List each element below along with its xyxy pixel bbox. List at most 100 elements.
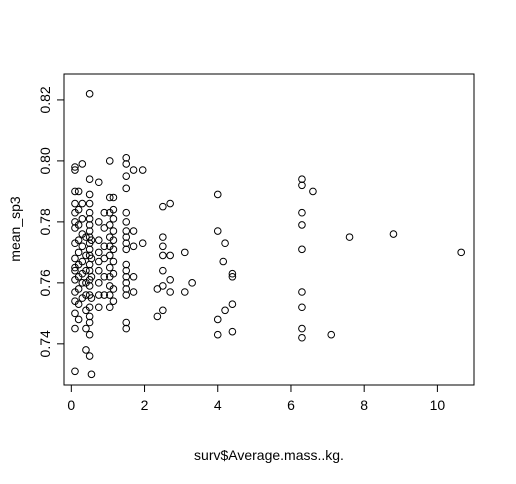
data-point xyxy=(85,175,94,183)
x-tick-label: 10 xyxy=(430,397,446,413)
data-point xyxy=(109,245,118,254)
data-point xyxy=(100,291,109,299)
data-point xyxy=(122,160,131,168)
data-point xyxy=(78,279,87,287)
data-point xyxy=(228,272,237,281)
y-axis-title: mean_sp3 xyxy=(7,196,23,262)
data-point xyxy=(159,282,167,290)
data-point xyxy=(457,248,465,257)
x-tick-label: 6 xyxy=(287,397,295,413)
data-point xyxy=(74,187,83,196)
data-point xyxy=(105,193,114,202)
data-point xyxy=(94,218,103,226)
data-point xyxy=(122,233,131,241)
data-point xyxy=(122,324,131,333)
data-point xyxy=(345,233,354,241)
data-point xyxy=(122,291,131,299)
data-point xyxy=(109,205,118,214)
data-point xyxy=(94,303,103,312)
data-point xyxy=(129,272,138,281)
data-point xyxy=(159,251,167,260)
data-point xyxy=(109,236,118,244)
data-point xyxy=(94,248,103,257)
data-point xyxy=(181,288,189,296)
data-point xyxy=(71,166,79,174)
data-point xyxy=(327,330,336,339)
data-point xyxy=(82,324,90,333)
data-point xyxy=(85,190,94,199)
data-point xyxy=(74,221,83,229)
data-point xyxy=(166,288,174,296)
data-point xyxy=(159,266,167,275)
data-point xyxy=(389,230,398,238)
y-tick-label: 0.82 xyxy=(37,86,53,113)
y-tick-label: 0.80 xyxy=(37,147,53,174)
data-point xyxy=(78,160,87,168)
data-point xyxy=(298,303,306,312)
data-point xyxy=(94,236,103,244)
data-point xyxy=(188,279,196,287)
x-axis: 0 2 4 6 8 10 xyxy=(67,384,446,413)
data-point xyxy=(298,221,306,229)
data-point xyxy=(298,181,306,190)
data-point xyxy=(159,242,167,251)
data-point xyxy=(94,178,103,187)
data-point xyxy=(309,187,317,196)
y-tick-label: 0.78 xyxy=(37,208,53,235)
data-point xyxy=(122,218,131,226)
data-point xyxy=(105,303,114,312)
data-point xyxy=(71,367,79,376)
data-point xyxy=(109,193,118,202)
data-point xyxy=(213,227,222,235)
data-point xyxy=(298,245,306,254)
data-point xyxy=(74,236,83,244)
data-point xyxy=(109,285,118,293)
data-point xyxy=(122,318,131,327)
data-point xyxy=(228,300,237,309)
data-point xyxy=(78,199,87,208)
x-tick-label: 2 xyxy=(141,397,149,413)
data-point xyxy=(166,199,174,208)
data-point xyxy=(100,242,109,251)
data-point xyxy=(298,324,306,333)
data-point xyxy=(122,208,131,217)
data-point xyxy=(109,257,118,266)
plot-frame xyxy=(63,73,475,386)
data-point xyxy=(94,291,103,299)
data-point xyxy=(298,333,306,342)
data-point xyxy=(219,257,228,266)
data-point xyxy=(166,276,174,284)
data-point xyxy=(78,257,87,266)
data-point xyxy=(221,239,229,248)
data-point xyxy=(82,346,90,354)
data-point xyxy=(85,227,94,235)
data-point xyxy=(122,184,131,193)
data-points xyxy=(71,90,465,379)
x-tick-label: 4 xyxy=(214,397,222,413)
data-point xyxy=(129,242,138,251)
data-point xyxy=(105,263,114,272)
data-point xyxy=(100,272,109,281)
data-point xyxy=(228,269,237,278)
x-axis-title: surv$Average.mass..kg. xyxy=(194,447,344,463)
data-point xyxy=(213,190,222,199)
data-point xyxy=(122,260,131,269)
data-point xyxy=(166,251,174,260)
data-point xyxy=(109,269,118,278)
data-point xyxy=(105,291,114,299)
data-point xyxy=(221,306,229,315)
data-point xyxy=(122,154,131,162)
data-point xyxy=(138,239,147,248)
data-point xyxy=(74,315,83,324)
data-point xyxy=(71,163,79,171)
data-point xyxy=(105,221,114,229)
data-point xyxy=(78,242,87,251)
data-point xyxy=(71,254,79,263)
data-point xyxy=(213,315,222,324)
data-point xyxy=(78,215,87,223)
data-point xyxy=(153,312,162,321)
data-point xyxy=(122,227,131,235)
data-point xyxy=(105,157,114,165)
data-point xyxy=(85,312,94,321)
data-point xyxy=(122,279,131,287)
